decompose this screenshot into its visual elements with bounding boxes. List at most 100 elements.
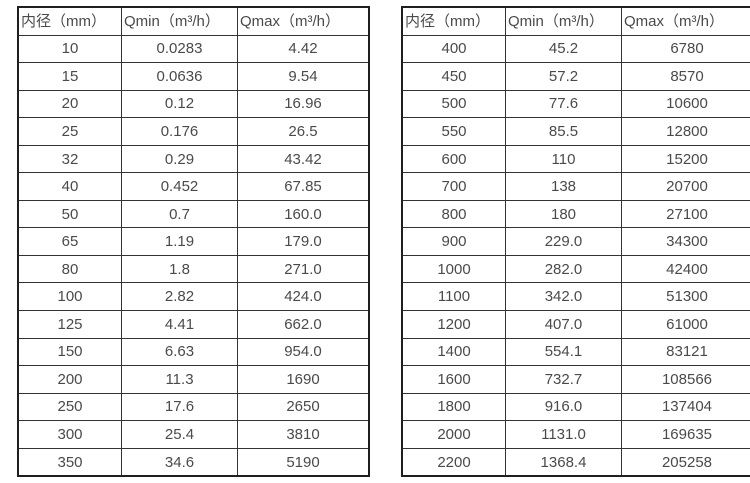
- table-cell: 700: [401, 172, 506, 201]
- table-cell: 110: [505, 144, 622, 174]
- table-cell: 9.54: [237, 62, 370, 91]
- table-cell: 600: [401, 144, 506, 174]
- table-cell: 1800: [401, 392, 506, 422]
- table-row: 800 180 27100: [401, 199, 750, 229]
- table-cell: 342.0: [505, 282, 622, 312]
- table-cell: 100: [17, 282, 122, 312]
- table-cell: 20: [17, 89, 122, 119]
- table-cell: 800: [401, 199, 506, 229]
- table-row: 250 17.6 2650: [17, 392, 370, 422]
- table-cell: 61000: [621, 310, 750, 339]
- table-row: 125 4.41 662.0: [17, 310, 370, 339]
- table-row: 1600 732.7 108566: [401, 365, 750, 394]
- table-row: 1800 916.0 137404: [401, 392, 750, 422]
- table-cell: 16.96: [237, 89, 370, 119]
- table-cell: 1.19: [121, 227, 238, 256]
- table-cell: 4.41: [121, 310, 238, 339]
- table-cell: 662.0: [237, 310, 370, 339]
- table-cell: 200: [17, 365, 122, 394]
- table-cell: 0.0636: [121, 62, 238, 91]
- table-row: 2200 1368.4 205258: [401, 447, 750, 477]
- table-cell: 407.0: [505, 310, 622, 339]
- table-cell: 45.2: [505, 34, 622, 64]
- table-cell: 0.7: [121, 199, 238, 229]
- table-cell: 12800: [621, 117, 750, 146]
- table-row: 350 34.6 5190: [17, 447, 370, 477]
- table-cell: 550: [401, 117, 506, 146]
- column-header: Qmin（m³/h）: [121, 6, 238, 36]
- table-cell: 1400: [401, 337, 506, 367]
- table-cell: 2200: [401, 447, 506, 477]
- table-cell: 34300: [621, 227, 750, 256]
- table-cell: 137404: [621, 392, 750, 422]
- table-cell: 2.82: [121, 282, 238, 312]
- table-row: 1400 554.1 83121: [401, 337, 750, 367]
- table-cell: 0.176: [121, 117, 238, 146]
- table-cell: 15: [17, 62, 122, 91]
- table-cell: 85.5: [505, 117, 622, 146]
- table-row: 65 1.19 179.0: [17, 227, 370, 256]
- table-cell: 0.29: [121, 144, 238, 174]
- table-cell: 2000: [401, 420, 506, 449]
- table-cell: 43.42: [237, 144, 370, 174]
- table-cell: 271.0: [237, 254, 370, 284]
- table-row: 32 0.29 43.42: [17, 144, 370, 174]
- header-row: 内径（mm） Qmin（m³/h） Qmax（m³/h）: [17, 6, 370, 36]
- header-row: 内径（mm） Qmin（m³/h） Qmax（m³/h）: [401, 6, 750, 36]
- table-row: 400 45.2 6780: [401, 34, 750, 64]
- table-row: 40 0.452 67.85: [17, 172, 370, 201]
- table-cell: 205258: [621, 447, 750, 477]
- table-cell: 67.85: [237, 172, 370, 201]
- table-row: 1200 407.0 61000: [401, 310, 750, 339]
- table-cell: 5190: [237, 447, 370, 477]
- table-cell: 1600: [401, 365, 506, 394]
- table-row: 150 6.63 954.0: [17, 337, 370, 367]
- table-cell: 83121: [621, 337, 750, 367]
- table-row: 200 11.3 1690: [17, 365, 370, 394]
- table-row: 450 57.2 8570: [401, 62, 750, 91]
- table-row: 50 0.7 160.0: [17, 199, 370, 229]
- table-cell: 27100: [621, 199, 750, 229]
- table-cell: 3810: [237, 420, 370, 449]
- table-cell: 26.5: [237, 117, 370, 146]
- table-cell: 1000: [401, 254, 506, 284]
- table-cell: 80: [17, 254, 122, 284]
- table-cell: 450: [401, 62, 506, 91]
- column-header: Qmax（m³/h）: [237, 6, 370, 36]
- table-row: 550 85.5 12800: [401, 117, 750, 146]
- table-cell: 50: [17, 199, 122, 229]
- table-row: 500 77.6 10600: [401, 89, 750, 119]
- table-cell: 1131.0: [505, 420, 622, 449]
- table-cell: 0.452: [121, 172, 238, 201]
- table-row: 600 110 15200: [401, 144, 750, 174]
- table-row: 15 0.0636 9.54: [17, 62, 370, 91]
- table-row: 25 0.176 26.5: [17, 117, 370, 146]
- table-cell: 8570: [621, 62, 750, 91]
- column-header: 内径（mm）: [401, 6, 506, 36]
- table-row: 80 1.8 271.0: [17, 254, 370, 284]
- flow-table-right: 内径（mm） Qmin（m³/h） Qmax（m³/h） 400 45.2 6780 450…: [401, 6, 750, 478]
- table-cell: 4.42: [237, 34, 370, 64]
- table-cell: 1690: [237, 365, 370, 394]
- table-row: 900 229.0 34300: [401, 227, 750, 256]
- table-cell: 732.7: [505, 365, 622, 394]
- column-header: 内径（mm）: [17, 6, 122, 36]
- table-row: 20 0.12 16.96: [17, 89, 370, 119]
- table-cell: 400: [401, 34, 506, 64]
- table-cell: 108566: [621, 365, 750, 394]
- table-cell: 17.6: [121, 392, 238, 422]
- table-cell: 1.8: [121, 254, 238, 284]
- table-cell: 1100: [401, 282, 506, 312]
- table-cell: 424.0: [237, 282, 370, 312]
- table-cell: 916.0: [505, 392, 622, 422]
- table-cell: 6.63: [121, 337, 238, 367]
- table-cell: 11.3: [121, 365, 238, 394]
- table-cell: 179.0: [237, 227, 370, 256]
- column-header: Qmax（m³/h）: [621, 6, 750, 36]
- table-cell: 57.2: [505, 62, 622, 91]
- table-cell: 20700: [621, 172, 750, 201]
- table-row: 10 0.0283 4.42: [17, 34, 370, 64]
- table-cell: 34.6: [121, 447, 238, 477]
- table-cell: 169635: [621, 420, 750, 449]
